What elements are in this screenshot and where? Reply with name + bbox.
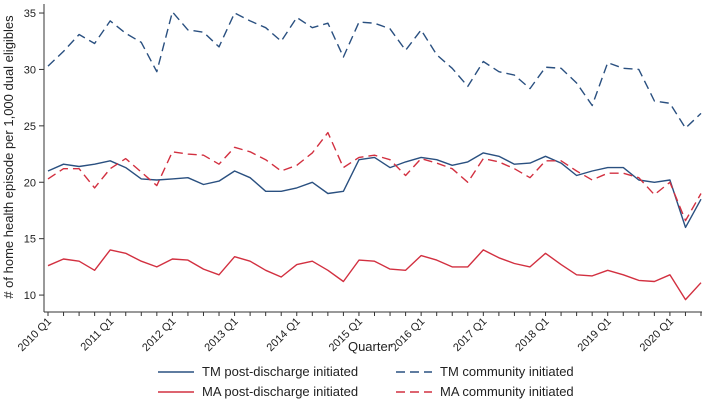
y-axis-title: # of home health episode per 1,000 dual … (1, 15, 16, 299)
x-tick-label: 2010 Q1 (16, 316, 54, 354)
series-layer (47, 11, 702, 301)
series-line-tm-post-discharge-initiated (47, 152, 702, 229)
x-tick-label: 2016 Q1 (389, 316, 427, 354)
x-tick-label: 2013 Q1 (202, 316, 240, 354)
x-tick-label: 2012 Q1 (140, 316, 178, 354)
y-tick-label: 15 (24, 234, 36, 246)
y-tick-label: 20 (24, 177, 36, 189)
y-tick-label: 30 (24, 64, 36, 76)
series-line-ma-community-initiated (47, 131, 702, 222)
legend-entry: MA community initiated (440, 384, 574, 399)
x-tick-label: 2020 Q1 (638, 316, 676, 354)
x-tick-label: 2017 Q1 (451, 316, 489, 354)
y-tick-label: 25 (24, 121, 36, 133)
y-tick-label: 35 (24, 8, 36, 20)
x-tick-label: 2018 Q1 (513, 316, 551, 354)
series-line-tm-community-initiated (47, 11, 702, 129)
x-tick-label: 2019 Q1 (576, 316, 614, 354)
legend-entry: TM post-discharge initiated (202, 364, 358, 379)
legend: TM post-discharge initiated TM community … (158, 364, 574, 399)
x-axis-title: Quarter (348, 339, 393, 354)
legend-entry: MA post-discharge initiated (202, 384, 358, 399)
series-line-ma-post-discharge-initiated (47, 249, 702, 301)
x-tick-label: 2014 Q1 (265, 316, 303, 354)
axes-layer: 10 15 20 25 30 35 2010 Q1 2011 Q1 2012 Q1 2013 Q1… (16, 4, 702, 354)
legend-entry: TM community initiated (440, 364, 574, 379)
x-tick-label: 2011 Q1 (79, 316, 117, 354)
y-tick-label: 10 (24, 290, 36, 302)
